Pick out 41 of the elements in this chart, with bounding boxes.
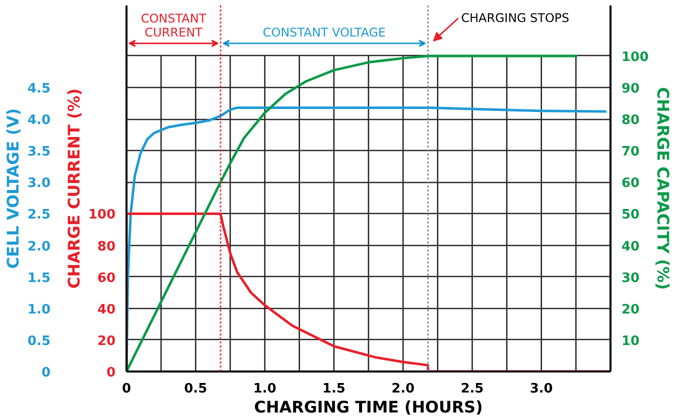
ref-line-label: CHARGING STOPS [461, 11, 570, 26]
y2-tick-label: 20 [97, 334, 116, 349]
y-tick-label: 0 [41, 366, 50, 380]
annotation: CONSTANT CURRENT [140, 11, 207, 40]
y-tick-label: 4.0 [27, 113, 50, 128]
x-tick-label: 2.0 [392, 382, 415, 396]
y3-tick-label: 70 [622, 144, 640, 160]
y-tick-label: 3.5 [27, 144, 50, 160]
y2-axis-title: CHARGE CURRENT (%) [64, 88, 84, 289]
x-tick-label: 3.0 [530, 382, 553, 396]
y3-axis-title: CHARGE CAPACITY (%) [654, 87, 673, 290]
y3-tick-label: 100 [622, 50, 649, 65]
y-tick-label: 1.0 [27, 302, 50, 318]
y3-tick-label: 80 [622, 113, 640, 128]
y2-tick-label: 80 [97, 239, 116, 254]
y-tick-label: 3.0 [27, 176, 50, 192]
y3-tick-label: 40 [622, 239, 640, 254]
y-tick-label: 1.5 [27, 270, 50, 286]
x-tick-label: 1.5 [322, 382, 346, 396]
x-tick-label: 2.5 [460, 382, 484, 396]
y2-tick-label: 40 [97, 302, 116, 318]
y-tick-label: 0.5 [27, 334, 50, 349]
x-tick-label: 0.5 [184, 382, 208, 396]
line-series [126, 54, 579, 372]
y3-tick-label: 30 [622, 270, 640, 286]
x-tick-label: 0 [122, 382, 132, 396]
y3-tick-label: 10 [622, 334, 640, 349]
y3-tick-label: 60 [622, 176, 640, 192]
y2-tick-label: 100 [88, 208, 116, 223]
y2-tick-label: 0 [106, 366, 116, 380]
y-tick-label: 2.5 [27, 208, 50, 223]
y3-tick-label: 20 [622, 302, 640, 318]
y-tick-label: 4.5 [27, 82, 50, 97]
y3-tick-label: 90 [622, 82, 640, 97]
x-axis-title: CHARGING TIME (HOURS) [254, 398, 483, 416]
y-axis-title: CELL VOLTAGE (V) [3, 108, 22, 269]
y2-tick-label: 60 [97, 270, 116, 286]
y-tick-label: 2.0 [27, 239, 50, 254]
annotation: CONSTANT VOLTAGE [262, 25, 386, 40]
x-tick-label: 1.0 [253, 382, 276, 396]
y3-tick-label: 50 [622, 208, 640, 223]
